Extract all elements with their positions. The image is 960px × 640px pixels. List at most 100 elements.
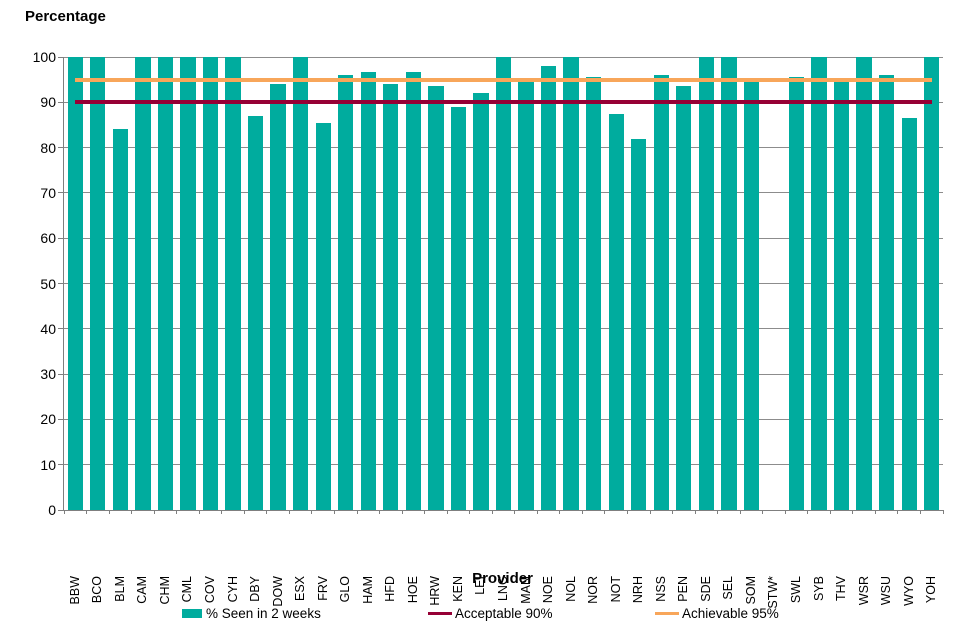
x-tick xyxy=(626,510,628,514)
x-tick xyxy=(536,510,538,514)
bar-CYH xyxy=(225,57,241,510)
x-tick xyxy=(243,510,245,514)
y-tick xyxy=(58,328,64,330)
y-tick-label: 50 xyxy=(40,275,56,292)
legend-swatch-achievable-line xyxy=(655,611,679,615)
bar-SOM xyxy=(743,81,760,510)
bar-NOL xyxy=(563,57,579,510)
bar-SYB xyxy=(811,57,827,510)
x-axis-title: Provider xyxy=(472,570,533,587)
bar-HFD xyxy=(383,84,399,510)
legend-item-acceptable: Acceptable 90% xyxy=(428,604,553,622)
x-tick xyxy=(379,510,381,514)
y-tick-label: 80 xyxy=(40,139,56,156)
refline-95 xyxy=(75,77,932,82)
bar-NOR xyxy=(585,77,602,510)
y-tick xyxy=(58,237,64,239)
y-tick-label: 90 xyxy=(40,94,56,111)
bar-THV xyxy=(833,81,850,510)
x-tick xyxy=(739,510,741,514)
bar-CAM xyxy=(135,57,151,510)
bar-DBY xyxy=(247,115,264,510)
x-tick xyxy=(829,510,831,514)
bar-SDE xyxy=(698,57,714,510)
bar-LEI xyxy=(473,93,489,510)
y-tick-label: 100 xyxy=(32,49,56,65)
legend-item-seen: % Seen in 2 weeks xyxy=(182,604,321,622)
x-tick xyxy=(266,510,268,514)
y-tick-label: 0 xyxy=(48,502,56,518)
bar-BCO xyxy=(90,57,106,510)
x-tick xyxy=(401,510,403,514)
x-tick xyxy=(153,510,155,514)
y-tick-label: 40 xyxy=(40,320,56,337)
y-tick xyxy=(58,373,64,375)
legend-swatch-acceptable-line xyxy=(428,611,452,615)
x-tick xyxy=(176,510,178,514)
x-tick xyxy=(198,510,200,514)
y-tick xyxy=(58,56,64,58)
x-tick xyxy=(221,510,223,514)
y-tick xyxy=(58,283,64,284)
plot-area: BBW BCO BLM CAM CHM CML COV CYH DBY DOW ESX FRV GLO H… xyxy=(58,56,944,609)
y-tick-label: 30 xyxy=(40,366,56,383)
bar-ESX xyxy=(292,57,309,510)
x-tick xyxy=(784,510,786,514)
bar-MAN xyxy=(518,81,534,510)
x-tick xyxy=(131,510,133,514)
bar-COV xyxy=(202,57,219,510)
y-tick xyxy=(58,418,64,420)
bar-WSR xyxy=(856,57,872,510)
x-tick xyxy=(333,510,335,514)
y-tick xyxy=(58,192,64,194)
y-tick xyxy=(58,101,64,103)
x-tick xyxy=(446,510,448,514)
y-tick-label: 70 xyxy=(40,184,56,201)
x-tick xyxy=(514,510,516,514)
bar-YOH xyxy=(924,57,940,510)
bar-BLM xyxy=(112,129,128,510)
bar-BBW xyxy=(67,57,83,510)
bar-LNC xyxy=(495,57,512,510)
x-tick xyxy=(63,510,65,514)
bar-PEN xyxy=(676,86,692,510)
x-tick xyxy=(852,510,854,514)
bar-HAM xyxy=(360,71,376,510)
x-tick xyxy=(581,510,583,514)
x-tick xyxy=(356,510,358,514)
y-tick xyxy=(58,464,64,466)
x-tick xyxy=(311,510,313,514)
bar-HRW xyxy=(428,86,444,510)
legend-label-seen: % Seen in 2 weeks xyxy=(206,605,321,621)
bar-FRV xyxy=(315,122,331,510)
y-tick xyxy=(58,147,64,149)
bar-SEL xyxy=(721,57,737,510)
legend-item-achievable: Achievable 95% xyxy=(655,604,779,622)
bar-DOW xyxy=(270,84,286,510)
x-tick xyxy=(288,510,290,514)
x-tick xyxy=(694,510,696,514)
bar-KEN xyxy=(450,106,467,510)
x-tick xyxy=(897,510,899,514)
legend-label-acceptable: Acceptable 90% xyxy=(455,605,553,621)
x-tick xyxy=(942,510,944,514)
x-tick xyxy=(807,510,809,514)
bar-HOE xyxy=(405,71,421,510)
x-tick xyxy=(424,510,426,514)
legend-swatch-bar xyxy=(182,608,202,618)
bar-CHM xyxy=(157,57,174,510)
x-tick xyxy=(559,510,561,514)
x-tick xyxy=(919,510,921,514)
bar-GLO xyxy=(338,75,354,510)
x-tick xyxy=(672,510,674,514)
x-tick xyxy=(649,510,651,514)
y-tick xyxy=(58,509,64,511)
bar-CML xyxy=(180,57,196,510)
bar-NOE xyxy=(540,66,557,510)
y-tick-label: 20 xyxy=(40,411,56,428)
x-tick xyxy=(717,510,719,514)
bar-WSU xyxy=(878,75,895,510)
bar-WYO xyxy=(901,118,917,510)
x-tick xyxy=(604,510,606,514)
